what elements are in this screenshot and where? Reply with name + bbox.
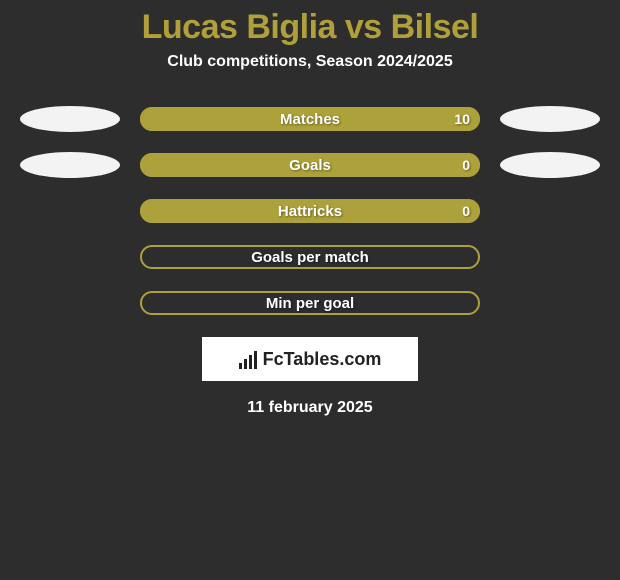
stat-row: Goals per match (0, 245, 620, 269)
logo-text: FcTables.com (263, 349, 382, 370)
stat-label: Hattricks (278, 203, 342, 220)
stat-bar: Goals per match (140, 245, 480, 269)
right-ellipse (500, 106, 600, 132)
chart-icon (239, 349, 257, 369)
stat-bar: Goals 0 (140, 153, 480, 177)
date-text: 11 february 2025 (0, 399, 620, 417)
stat-value-right: 0 (462, 157, 470, 173)
stat-row: Hattricks 0 (0, 199, 620, 223)
stat-value-right: 10 (454, 111, 470, 127)
comparison-card: Lucas Biglia vs Bilsel Club competitions… (0, 0, 620, 580)
page-title: Lucas Biglia vs Bilsel (0, 0, 620, 47)
stat-label: Goals (289, 157, 331, 174)
stat-label: Min per goal (266, 295, 354, 312)
stat-row: Goals 0 (0, 153, 620, 177)
stat-row: Matches 10 (0, 107, 620, 131)
stat-label: Matches (280, 111, 340, 128)
stat-bar: Hattricks 0 (140, 199, 480, 223)
left-ellipse (20, 106, 120, 132)
right-ellipse (500, 152, 600, 178)
stat-value-right: 0 (462, 203, 470, 219)
stat-label: Goals per match (251, 249, 369, 266)
subtitle: Club competitions, Season 2024/2025 (0, 53, 620, 71)
stats-area: Matches 10 Goals 0 Hattricks 0 Goals per match… (0, 107, 620, 315)
stat-bar: Matches 10 (140, 107, 480, 131)
left-ellipse (20, 152, 120, 178)
stat-bar: Min per goal (140, 291, 480, 315)
logo-box: FcTables.com (202, 337, 418, 381)
stat-row: Min per goal (0, 291, 620, 315)
